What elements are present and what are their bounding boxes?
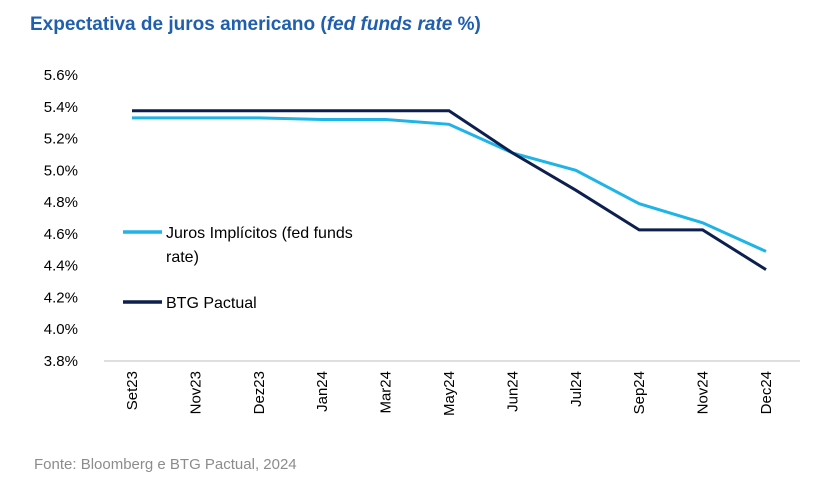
y-tick-label: 4.4% — [44, 258, 78, 275]
legend: Juros Implícitos (fed funds rate) BTG Pact… — [123, 225, 353, 312]
chart-title-prefix: Expectativa de juros americano ( — [30, 14, 327, 35]
series-line-juros-implicitos — [132, 116, 767, 253]
legend-item-btg-pactual: BTG Pactual — [123, 295, 257, 312]
y-tick-label: 4.8% — [44, 194, 78, 211]
y-tick-label: 3.8% — [44, 353, 78, 370]
legend-item-juros-implicitos: Juros Implícitos (fed funds rate) — [123, 225, 353, 266]
x-tick-label: Sep24 — [631, 371, 648, 414]
chart-title: Expectativa de juros americano (fed fund… — [30, 14, 481, 36]
legend-label: Juros Implícitos (fed funds — [166, 225, 353, 242]
y-tick-label: 4.6% — [44, 226, 78, 243]
x-tick-label: Nov24 — [695, 371, 712, 414]
x-tick-label: Dez23 — [251, 371, 268, 414]
x-tick-label: Dec24 — [758, 371, 775, 414]
source-note: Fonte: Bloomberg e BTG Pactual, 2024 — [34, 456, 297, 473]
x-tick-label: Mar24 — [378, 371, 395, 414]
x-tick-label: May24 — [441, 371, 458, 416]
y-tick-label: 5.4% — [44, 99, 78, 116]
chart-title-italic: fed funds rate — [326, 14, 453, 35]
y-tick-label: 5.2% — [44, 131, 78, 148]
legend-label: rate) — [166, 249, 199, 266]
chart-title-suffix: %) — [452, 14, 481, 35]
y-tick-label: 5.6% — [44, 67, 78, 84]
x-tick-label: Jan24 — [314, 371, 331, 412]
legend-label: BTG Pactual — [166, 295, 257, 312]
y-tick-label: 4.0% — [44, 321, 78, 338]
x-tick-label: Nov23 — [187, 371, 204, 414]
y-axis-ticks: 3.8% 4.0% 4.2% 4.4% 4.6% 4.8% 5.0% 5.2% 5.4% 5.6% — [44, 67, 78, 370]
x-axis-ticks: Set23 Nov23 Dez23 Jan24 Mar24 May24 Jun24 Jul24… — [124, 371, 775, 416]
x-tick-label: Set23 — [124, 371, 141, 410]
x-tick-label: Jun24 — [504, 371, 521, 412]
y-tick-label: 4.2% — [44, 289, 78, 306]
x-tick-label: Jul24 — [568, 371, 585, 407]
y-tick-label: 5.0% — [44, 162, 78, 179]
series-line-btg-pactual — [132, 109, 767, 271]
series-lines — [132, 109, 767, 271]
